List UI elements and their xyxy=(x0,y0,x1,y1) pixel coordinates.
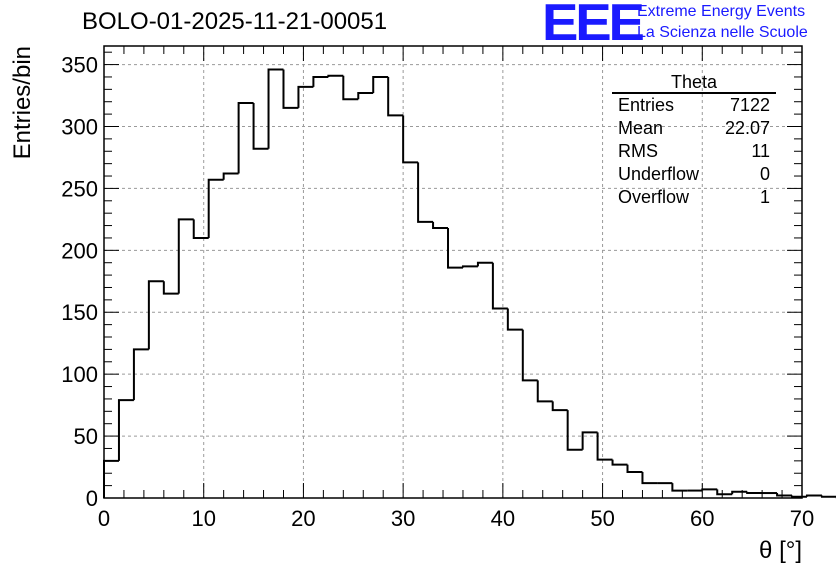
histogram-bin xyxy=(626,464,643,473)
y-tick-label: 350 xyxy=(61,53,98,78)
histogram-bin xyxy=(207,178,224,238)
histogram-bin xyxy=(222,172,239,180)
y-tick-label: 50 xyxy=(74,424,98,449)
histogram-bin xyxy=(536,380,553,403)
histogram-bin xyxy=(402,115,419,164)
histogram-bin xyxy=(387,76,404,117)
x-tick-label: 20 xyxy=(291,506,315,531)
histogram-bin xyxy=(746,491,763,495)
y-tick-label: 150 xyxy=(61,300,98,325)
stats-value: 1 xyxy=(759,187,770,207)
x-tick-label: 60 xyxy=(690,506,714,531)
stats-label: Entries xyxy=(618,95,675,115)
histogram-bin xyxy=(491,262,508,310)
stats-value: 22.07 xyxy=(724,118,770,138)
x-tick-label: 70 xyxy=(790,506,814,531)
histogram-bin xyxy=(342,75,359,101)
histogram-bin xyxy=(461,265,478,268)
histogram-bin xyxy=(147,280,164,350)
histogram-bin xyxy=(132,348,149,401)
histogram-bin xyxy=(312,75,329,87)
histogram-bin xyxy=(327,74,344,77)
plot-frame xyxy=(103,45,803,499)
stats-label: Underflow xyxy=(618,164,700,184)
histogram-bin xyxy=(716,489,733,496)
y-axis-label: Entries/bin xyxy=(9,46,36,159)
histogram-bin xyxy=(776,493,793,497)
histogram-bin xyxy=(820,495,836,498)
histogram-bin xyxy=(162,281,179,295)
histogram-bin xyxy=(611,459,628,466)
histogram-bin xyxy=(117,399,134,461)
stats-value: 0 xyxy=(759,164,770,184)
histogram-bin xyxy=(805,494,822,497)
histogram-bin xyxy=(551,401,568,412)
histogram-bin xyxy=(432,221,449,230)
x-tick-label: 50 xyxy=(590,506,614,531)
y-tick-label: 100 xyxy=(61,362,98,387)
histogram-bin xyxy=(701,488,718,491)
histogram-bin xyxy=(252,102,269,150)
histogram-bin xyxy=(521,329,538,382)
stats-title: Theta xyxy=(612,72,776,94)
stats-label: Overflow xyxy=(618,187,690,207)
histogram-bin xyxy=(791,495,807,498)
stats-row-mean: Mean 22.07 xyxy=(612,117,776,140)
histogram-bin xyxy=(297,85,314,108)
logo-subtitle-line2: La Scienza nelle Scuole xyxy=(637,24,808,41)
histogram-bin xyxy=(267,68,284,149)
histogram-bin xyxy=(566,410,583,451)
x-tick-label: 30 xyxy=(391,506,415,531)
stats-row-rms: RMS 11 xyxy=(612,140,776,163)
stats-row-entries: Entries 7122 xyxy=(612,94,776,117)
y-tick-label: 300 xyxy=(61,114,98,139)
x-tick-label: 0 xyxy=(98,506,110,531)
histogram-bin xyxy=(177,218,194,294)
stats-row-overflow: Overflow 1 xyxy=(612,186,776,209)
logo-subtitle-line1: Extreme Energy Events xyxy=(637,3,806,20)
y-tick-label: 250 xyxy=(61,176,98,201)
stats-value: 7122 xyxy=(729,95,770,115)
histogram-bin xyxy=(641,471,658,485)
stats-row-underflow: Underflow 0 xyxy=(612,163,776,186)
histogram-bin xyxy=(671,483,688,492)
run-title: BOLO-01-2025-11-21-00051 xyxy=(82,8,388,35)
stats-value: 11 xyxy=(751,141,770,161)
histogram-bin xyxy=(237,101,254,174)
stats-label: RMS xyxy=(618,141,658,161)
x-axis-label: θ [°] xyxy=(759,537,802,564)
histogram-bin xyxy=(581,431,598,450)
grid-lines xyxy=(104,46,802,498)
histogram-bin xyxy=(506,308,523,331)
histogram-bin xyxy=(103,459,119,498)
histogram-bin xyxy=(731,490,748,495)
histogram-bin xyxy=(447,228,463,269)
x-tick-label: 10 xyxy=(191,506,215,531)
histogram-bin xyxy=(417,162,434,223)
x-tick-label: 40 xyxy=(491,506,515,531)
histogram-bin xyxy=(596,432,613,461)
histogram-bin xyxy=(282,69,299,109)
y-tick-label: 200 xyxy=(61,238,98,263)
histogram-bin xyxy=(192,219,209,239)
histogram-bin xyxy=(372,75,389,94)
stats-label: Mean xyxy=(618,118,664,138)
histogram-bin xyxy=(476,261,493,267)
y-tick-label: 0 xyxy=(86,486,98,511)
eee-logo: EEE xyxy=(542,0,645,52)
stats-box: Theta Entries 7122 Mean 22.07 RMS 11 Und… xyxy=(612,72,776,209)
histogram-bin xyxy=(357,92,374,100)
